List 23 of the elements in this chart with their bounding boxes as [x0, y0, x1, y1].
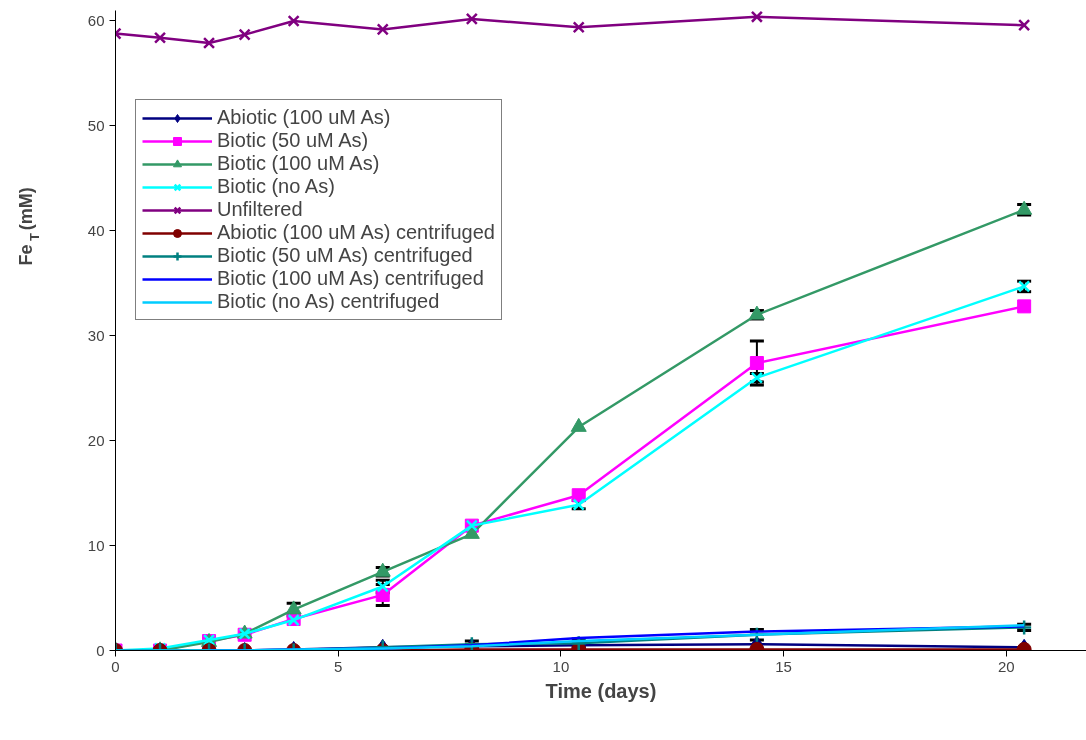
legend-label: Biotic (50 uM As) [217, 129, 369, 152]
y-tick-label: 10 [87, 536, 105, 554]
x-tick-label: 15 [775, 657, 792, 675]
y-tick-label: 30 [87, 326, 105, 344]
y-tick-label: 40 [87, 221, 105, 239]
y-tick-label: 60 [87, 11, 105, 29]
legend-label: Abiotic (100 uM As) centrifuged [217, 221, 495, 244]
legend-label: Biotic (100 uM As) [217, 152, 380, 175]
x-axis-title: Time (days) [545, 679, 657, 702]
legend-label: Biotic (no As) centrifuged [217, 290, 440, 313]
x-tick-label: 10 [552, 657, 570, 675]
y-tick-label: 20 [87, 431, 105, 449]
legend-label: Unfiltered [217, 198, 303, 221]
x-tick-label: 5 [334, 657, 343, 675]
y-axis-title: FeT (mM) [15, 187, 42, 266]
y-tick-label: 0 [96, 641, 105, 659]
legend-label: Biotic (50 uM As) centrifuged [217, 244, 473, 267]
y-tick-label: 50 [87, 116, 105, 134]
legend-label: Abiotic (100 uM As) [217, 106, 391, 129]
legend-label: Biotic (no As) [217, 175, 335, 198]
x-tick-label: 0 [111, 657, 120, 675]
x-tick-label: 20 [997, 657, 1015, 675]
legend-label: Biotic (100 uM As) centrifuged [217, 267, 484, 290]
